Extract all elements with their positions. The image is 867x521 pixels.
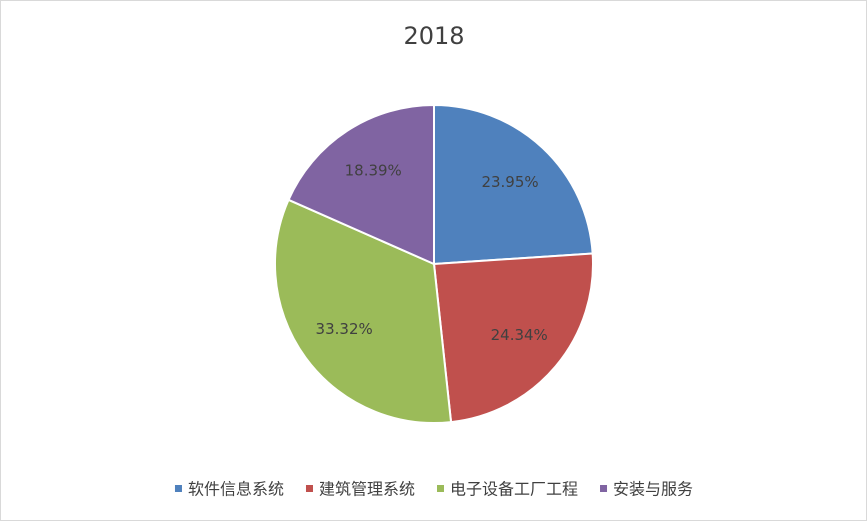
data-label: 24.34% bbox=[491, 326, 548, 344]
legend: 软件信息系统 建筑管理系统 电子设备工厂工程 安装与服务 bbox=[174, 480, 693, 499]
legend-label: 电子设备工厂工程 bbox=[450, 480, 578, 499]
pie-slice bbox=[433, 103, 594, 266]
pie-slice bbox=[432, 252, 594, 424]
legend-swatch bbox=[437, 485, 444, 492]
legend-swatch bbox=[174, 485, 182, 492]
pie-slice bbox=[274, 198, 453, 424]
chart-title: 2018 bbox=[403, 22, 464, 50]
legend-label: 建筑管理系统 bbox=[319, 480, 415, 499]
pie-slice bbox=[287, 103, 435, 266]
data-label: 23.95% bbox=[481, 173, 538, 191]
legend-swatch bbox=[305, 485, 313, 492]
data-label: 33.32% bbox=[316, 320, 373, 338]
legend-label: 安装与服务 bbox=[613, 480, 693, 499]
legend-label: 软件信息系统 bbox=[188, 480, 284, 499]
data-label: 18.39% bbox=[345, 161, 402, 179]
legend-swatch bbox=[600, 485, 608, 492]
